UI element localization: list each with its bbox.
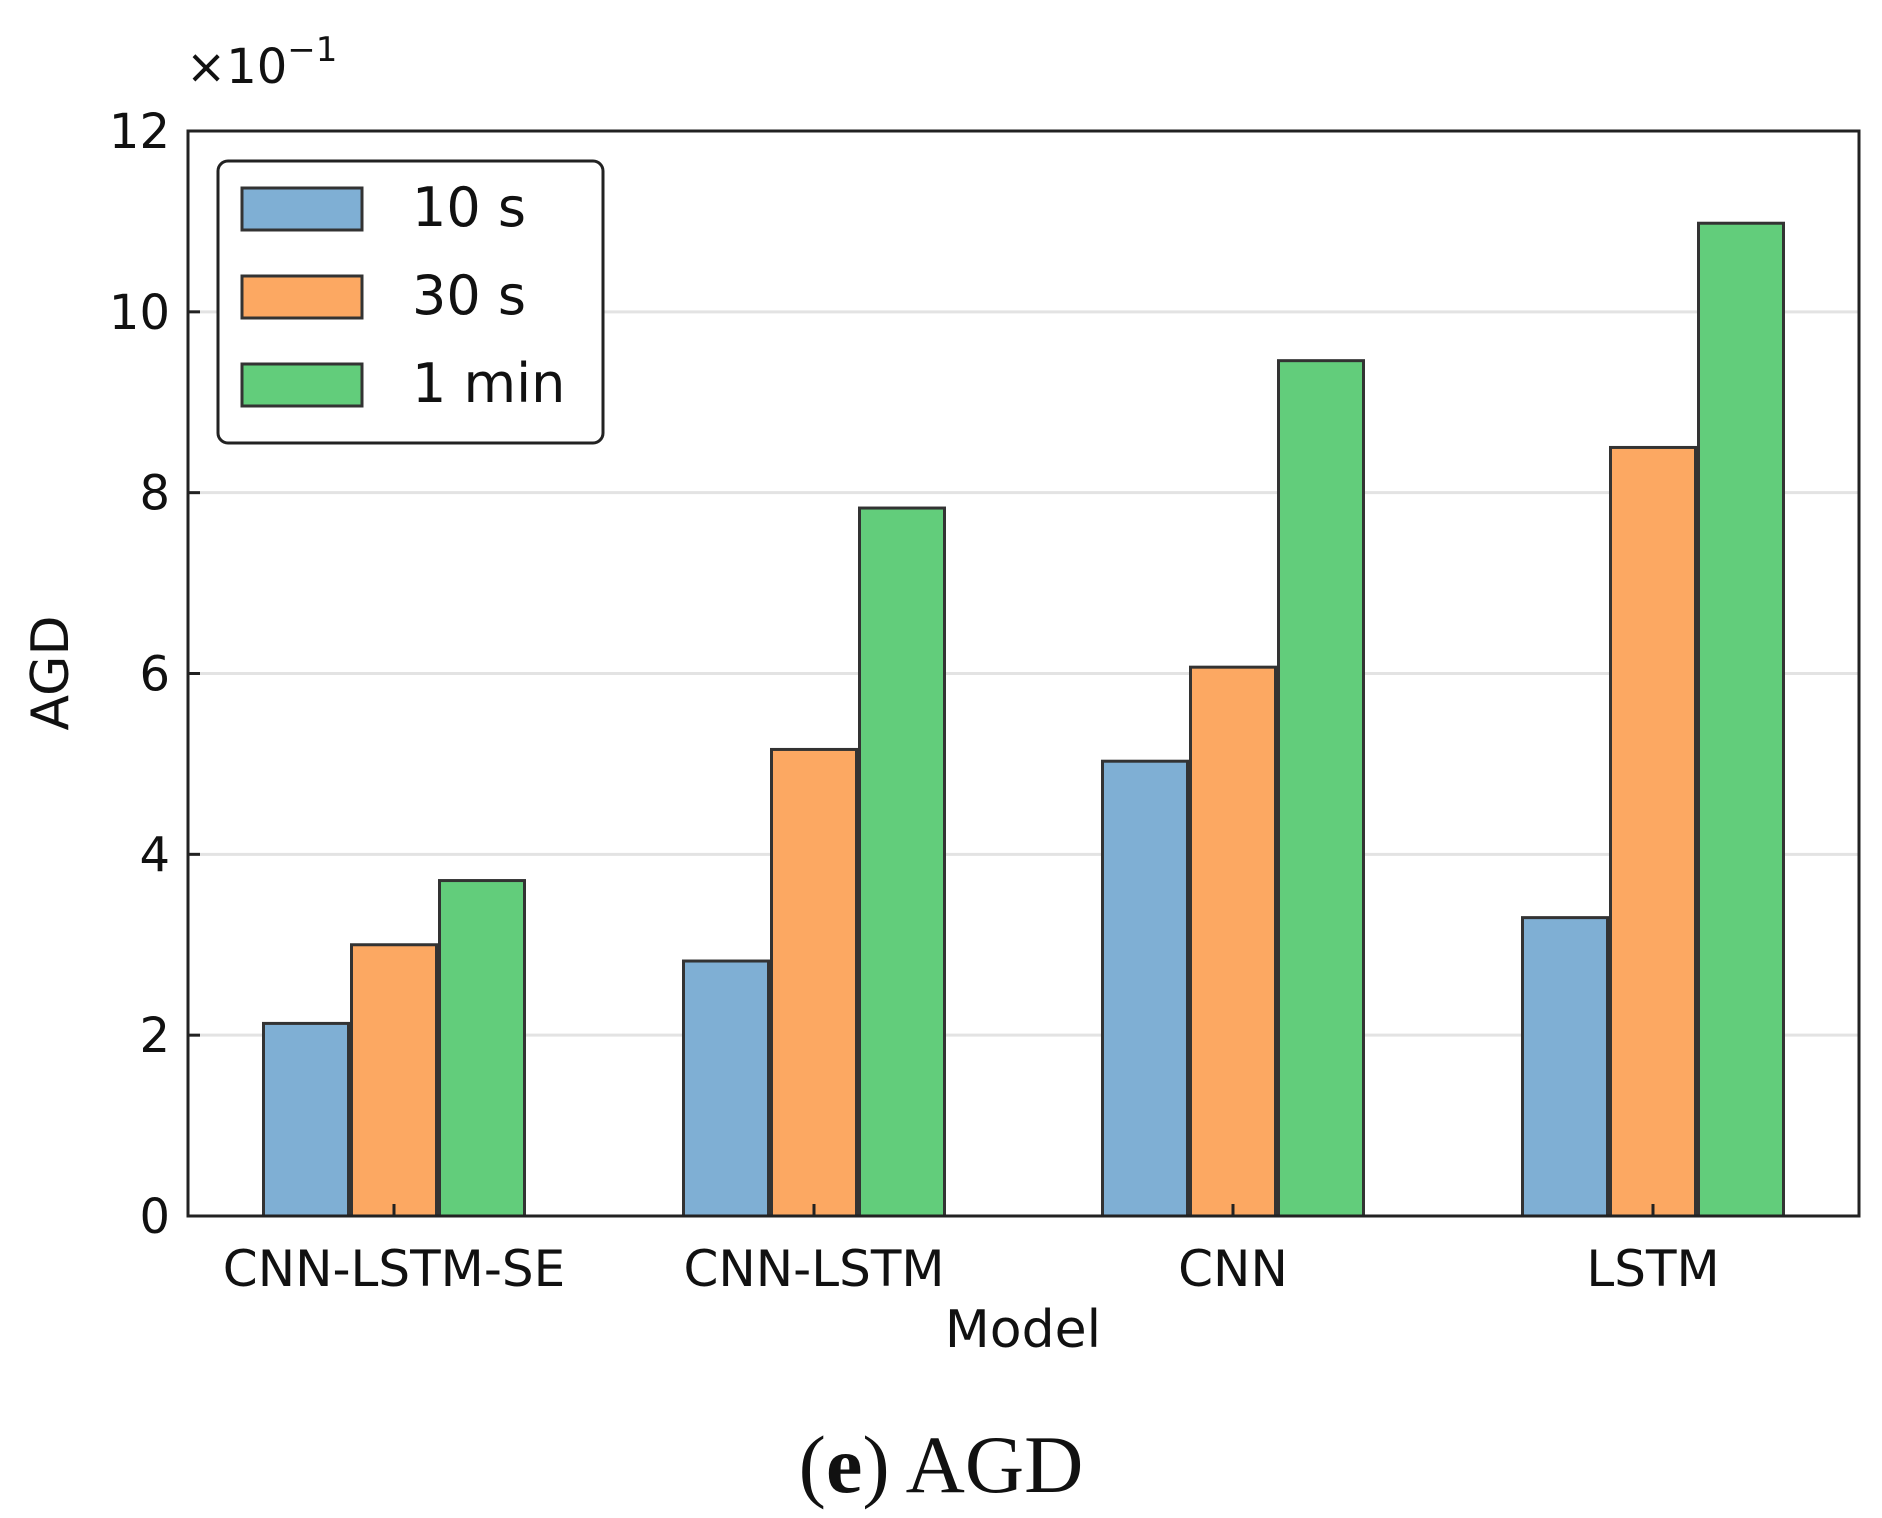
y-tick-label: 6 [139, 647, 170, 703]
y-multiplier: ×10−1 [186, 30, 337, 95]
bar-10-s-CNN-LSTM-SE [262, 1021, 350, 1218]
bar-30-s-LSTM [1609, 445, 1697, 1218]
y-tick-label: 2 [139, 1008, 170, 1064]
bar-10-s-LSTM [1521, 916, 1609, 1218]
bar-1-min-CNN-LSTM-SE [438, 879, 526, 1218]
legend-swatch [240, 362, 364, 408]
figure-caption: (e) AGD [799, 1419, 1084, 1510]
legend-swatch [240, 186, 364, 232]
x-ticks: CNN-LSTM-SE CNN-LSTM CNN LSTM [223, 1204, 1720, 1298]
x-tick-label: CNN-LSTM-SE [223, 1240, 565, 1298]
bar-10-s-CNN [1101, 759, 1189, 1218]
y-ticks: 0 2 4 6 8 10 12 [109, 104, 200, 1245]
y-tick-label: 10 [109, 285, 170, 341]
bar-30-s-CNN-LSTM [770, 747, 858, 1218]
x-tick-label: LSTM [1586, 1240, 1719, 1298]
y-tick-label: 12 [109, 104, 170, 160]
bar-30-s-CNN [1189, 665, 1277, 1218]
bars [262, 221, 1785, 1218]
y-tick-label: 0 [139, 1189, 170, 1245]
legend-swatch [240, 274, 364, 320]
bar-10-s-CNN-LSTM [682, 959, 770, 1218]
y-tick-label: 4 [139, 827, 170, 883]
bar-30-s-CNN-LSTM-SE [350, 943, 438, 1218]
bar-1-min-LSTM [1697, 221, 1785, 1218]
legend-label: 10 s [412, 176, 526, 239]
bar-1-min-CNN-LSTM [858, 506, 946, 1218]
x-tick-label: CNN-LSTM [683, 1240, 944, 1298]
x-axis-label: Model [945, 1300, 1101, 1360]
legend-label: 1 min [412, 352, 565, 415]
legend-label: 30 s [412, 264, 526, 327]
y-axis-label: AGD [21, 616, 81, 731]
bar-1-min-CNN [1277, 359, 1365, 1218]
legend: 10 s 30 s 1 min [216, 159, 605, 445]
x-tick-label: CNN [1178, 1240, 1288, 1298]
y-tick-label: 8 [139, 466, 170, 522]
